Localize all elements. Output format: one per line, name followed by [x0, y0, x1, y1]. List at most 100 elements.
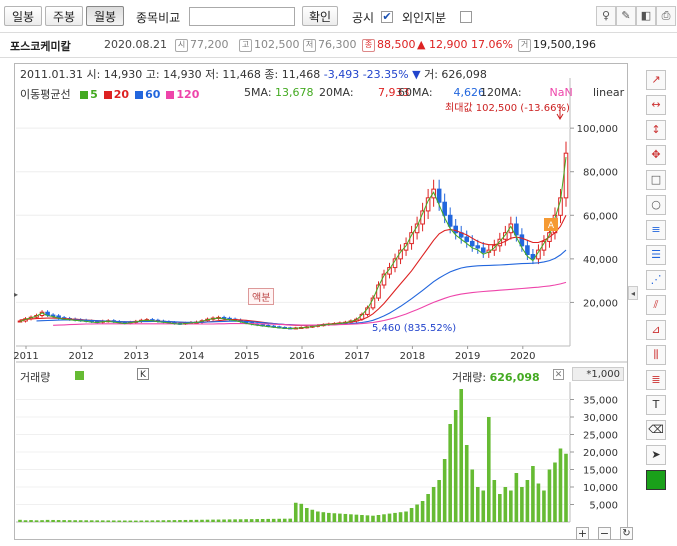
quote-date: 2020.08.21 [104, 38, 167, 51]
close-value: 88,500 [377, 38, 416, 51]
change-arrow: ▲ [417, 38, 426, 51]
print-icon[interactable]: ⎙ [656, 6, 676, 26]
ma-legend-label-120: 120 [176, 88, 200, 101]
crosshair-tool-icon[interactable]: ✥ [646, 145, 666, 165]
cycle-lines-tool-icon[interactable]: ⫼ [646, 345, 666, 365]
hover-high: 고: 14,930 [145, 68, 202, 81]
horizontal-line-tool-icon[interactable]: ↔ [646, 95, 666, 115]
hover-change: -3,493 [323, 68, 360, 81]
ma20-label: 20MA: [319, 86, 354, 99]
ma-legend-label-20: 20 [113, 88, 130, 101]
text-tool-icon[interactable]: T [646, 395, 666, 415]
ma5-readout: 5MA: 13,678 [244, 86, 314, 99]
gann-tool-icon[interactable]: ⊿ [646, 320, 666, 340]
compare-label: 종목비교 [136, 11, 181, 25]
tab-daily[interactable]: 일봉 [4, 6, 42, 26]
ma60-label: 60MA: [398, 86, 433, 99]
ma60-readout: 60MA: 4,626 [398, 86, 485, 99]
change-pct: 17.06% [470, 38, 513, 51]
vertical-line-tool-icon[interactable]: ↕ [646, 120, 666, 140]
split-label: 액분 [248, 288, 275, 305]
foreign-label: 외인지분 [402, 11, 447, 25]
volume-readout: 거래량: 626,098 [452, 369, 540, 385]
pin-icon[interactable]: ♀ [596, 6, 616, 26]
ma-legend-swatch-60[interactable] [135, 91, 144, 99]
open-badge: 시 [175, 38, 188, 52]
channel-tool-icon[interactable]: ⫽ [646, 295, 666, 315]
edit-icon[interactable]: ✎ [616, 6, 636, 26]
ma-legend-items: 5 20 60 120 [74, 88, 199, 101]
fib-retracement-tool-icon[interactable]: ☰ [646, 245, 666, 265]
high-badge: 고 [239, 38, 252, 52]
ma5-label: 5MA: [244, 86, 272, 99]
speed-lines-tool-icon[interactable]: ≣ [646, 370, 666, 390]
collapse-right-icon[interactable]: ◂ [628, 286, 638, 300]
ma120-value: NaN [549, 86, 573, 99]
panel-toggle-icon[interactable]: ◧ [636, 6, 656, 26]
drawing-toolbar: ↗ ↔ ↕ ✥ □ ○ ≡ ☰ ⋰ ⫽ ⊿ ⫼ ≣ T ⌫ ➤ [640, 63, 672, 490]
ma-legend-label-5: 5 [90, 88, 98, 101]
compare-input[interactable] [189, 7, 295, 26]
high-price: 고 102,500 [239, 38, 300, 52]
ma20-readout: 20MA: 7,933 [319, 86, 410, 99]
stock-name: 포스코케미칼 [10, 40, 71, 53]
open-price: 시 77,200 [175, 38, 229, 52]
hover-volume: 거: 626,098 [424, 68, 487, 81]
pointer-tool-icon[interactable]: ➤ [646, 445, 666, 465]
ma-legend-title: 이동평균선 [20, 88, 71, 101]
ma-legend-swatch-120[interactable] [166, 91, 175, 99]
low-value: 76,300 [318, 38, 357, 51]
disclosure-checkbox[interactable]: ✔ [381, 10, 393, 23]
trendline-tool-icon[interactable]: ↗ [646, 70, 666, 90]
high-value: 102,500 [254, 38, 300, 51]
min-label: 5,460 (835.52%) [372, 323, 457, 334]
low-badge: 저 [303, 38, 316, 52]
hover-info: 2011.01.31 시: 14,930 고: 14,930 저: 11,468… [20, 66, 487, 82]
volume-info: 거 19,500,196 [518, 38, 596, 52]
close-badge: 종 [362, 38, 375, 52]
volume-readout-value: 626,098 [489, 371, 540, 384]
scale-label[interactable]: linear [593, 86, 625, 99]
stock-info-bar: 포스코케미칼 2020.08.21 시 77,200 고 102,500 저 76,3… [0, 33, 677, 58]
fan-lines-tool-icon[interactable]: ⋰ [646, 270, 666, 290]
confirm-button[interactable]: 확인 [302, 6, 338, 26]
ma-legend-swatch-20[interactable] [103, 91, 112, 99]
eraser-tool-icon[interactable]: ⌫ [646, 420, 666, 440]
k-badge[interactable]: K [137, 368, 149, 380]
ma-legend: 이동평균선 5 20 60 120 5MA: 13,678 20MA: 7,933 6… [20, 86, 624, 102]
hover-close: 종: 11,468 [264, 68, 321, 81]
rectangle-tool-icon[interactable]: □ [646, 170, 666, 190]
ma-legend-swatch-5[interactable] [80, 91, 89, 99]
change-value: 12,900 [428, 38, 468, 51]
zoom-out-icon[interactable]: − [598, 527, 611, 540]
hover-change-pct: -23.35% [362, 68, 409, 81]
top-toolbar: 일봉 주봉 월봉 종목비교 확인 공시 ✔ 외인지분 ♀ ✎ ◧ ⎙ [0, 0, 677, 33]
tab-weekly[interactable]: 주봉 [45, 6, 83, 26]
volume-readout-label: 거래량: [452, 371, 487, 384]
hover-arrow: ▼ [412, 68, 421, 81]
volume-badge: 거 [518, 38, 531, 52]
ma60-value: 4,626 [453, 86, 486, 99]
volume-unit: *1,000 [572, 367, 624, 381]
volume-value: 19,500,196 [533, 38, 596, 51]
tab-monthly[interactable]: 월봉 [86, 6, 124, 26]
foreign-checkbox[interactable] [460, 11, 472, 23]
volume-close-icon[interactable]: ✕ [553, 369, 564, 380]
volume-legend-swatch [75, 371, 84, 380]
zoom-in-icon[interactable]: + [576, 527, 589, 540]
ma-legend-label-60: 60 [145, 88, 161, 101]
ma20-value: 7,933 [378, 86, 410, 99]
ma5-value: 13,678 [275, 86, 314, 99]
refresh-icon[interactable]: ↻ [620, 527, 633, 540]
open-value: 77,200 [190, 38, 229, 51]
fibonacci-tool-icon[interactable]: ≡ [646, 220, 666, 240]
color-picker-icon[interactable] [646, 470, 666, 490]
price-change: ▲ 12,900 17.06% [417, 38, 513, 51]
collapse-left-icon[interactable]: ▸ [14, 290, 19, 299]
ma120-readout: 120MA: NaN [480, 86, 573, 99]
circle-tool-icon[interactable]: ○ [646, 195, 666, 215]
low-price: 저 76,300 [303, 38, 357, 52]
close-price: 종 88,500 [362, 38, 416, 52]
volume-panel-title: 거래량 [20, 371, 51, 384]
chart-panel [14, 63, 628, 540]
